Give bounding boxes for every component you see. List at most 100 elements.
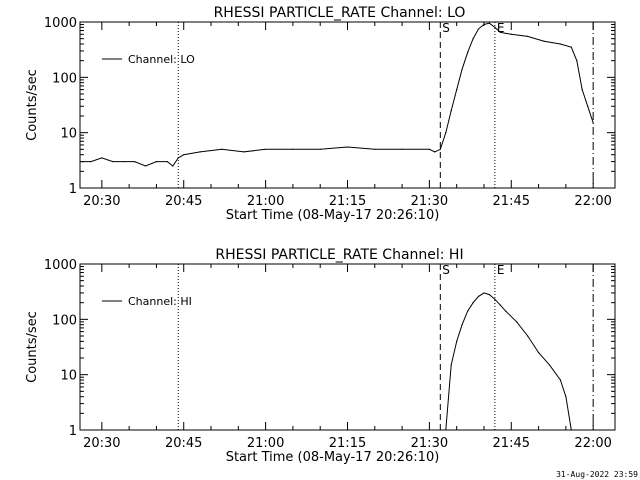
data-point [319, 148, 321, 150]
data-point [559, 43, 562, 45]
data-point [428, 148, 430, 150]
series-line [445, 292, 572, 430]
data-point [592, 122, 594, 124]
data-point [221, 148, 223, 150]
data-point [155, 160, 158, 163]
data-point [445, 429, 447, 430]
x-tick-label: 21:00 [247, 194, 284, 209]
x-tick-label: 21:00 [247, 436, 284, 451]
x-tick-label: 21:45 [493, 194, 530, 209]
data-point [346, 146, 349, 148]
data-point [101, 157, 103, 159]
chart-title: RHESSI PARTICLE_RATE Channel: LO [214, 5, 466, 21]
x-axis-label: Start Time (08-May-17 20:26:10) [226, 450, 440, 465]
footer-timestamp: 31-Aug-2022 23:59 [556, 470, 638, 479]
data-point [587, 105, 589, 107]
x-tick-label: 20:30 [83, 436, 120, 451]
data-point [510, 33, 512, 35]
data-point [467, 51, 469, 54]
data-point [439, 148, 441, 150]
data-point [456, 340, 458, 342]
data-point [265, 148, 267, 150]
data-point [456, 89, 458, 91]
data-point [292, 148, 294, 150]
data-point [488, 22, 491, 24]
y-tick-label: 1000 [44, 258, 77, 273]
data-point [401, 148, 403, 150]
data-point [527, 35, 529, 37]
x-tick-label: 20:45 [165, 436, 202, 451]
data-point [527, 335, 529, 337]
x-tick-label: 20:45 [165, 194, 202, 209]
y-tick-label: 1 [69, 424, 77, 439]
data-point [90, 160, 92, 163]
x-axis-label: Start Time (08-May-17 20:26:10) [226, 208, 440, 223]
data-point [570, 46, 572, 48]
data-point [80, 160, 81, 163]
x-tick-label: 21:15 [329, 436, 366, 451]
data-point [505, 310, 507, 312]
data-point [477, 28, 480, 30]
data-point [243, 151, 245, 153]
data-point [494, 298, 496, 300]
chart-panel-1: RHESSI PARTICLE_RATE Channel: HI 20:30 20:… [25, 247, 616, 465]
chart-panel-0: RHESSI PARTICLE_RATE Channel: LO 20:30 20:… [25, 5, 616, 223]
data-point [499, 31, 501, 33]
data-point [450, 364, 452, 366]
y-axis-label: Counts/sec [25, 69, 40, 141]
y-tick-label: 100 [52, 313, 77, 328]
x-tick-label: 22:00 [574, 194, 611, 209]
x-tick-label: 21:45 [493, 436, 530, 451]
data-point [166, 160, 168, 163]
data-point [477, 295, 480, 297]
x-tick-label: 21:15 [329, 194, 366, 209]
data-point [445, 132, 447, 134]
data-point [472, 38, 474, 40]
data-point [570, 429, 572, 430]
data-point [461, 68, 463, 70]
y-axis-label: Counts/sec [25, 311, 40, 383]
data-point [559, 379, 562, 381]
data-point [499, 304, 501, 306]
x-tick-label: 21:30 [411, 194, 448, 209]
data-point [581, 89, 583, 91]
y-tick-label: 10 [60, 369, 77, 384]
data-point [483, 292, 485, 294]
data-point [112, 160, 114, 163]
x-tick-label: 21:30 [411, 436, 448, 451]
y-tick-label: 100 [52, 71, 77, 86]
data-point [374, 148, 376, 150]
y-tick-label: 1 [69, 182, 77, 197]
data-point [123, 160, 125, 163]
chart-title: RHESSI PARTICLE_RATE Channel: HI [215, 247, 463, 263]
legend-label: Channel: LO [128, 53, 195, 66]
data-point [434, 151, 436, 153]
data-point [450, 110, 452, 112]
data-point [516, 321, 518, 323]
event-marker-label: E [497, 263, 505, 277]
data-point [494, 26, 496, 28]
data-point [537, 352, 540, 354]
y-tick-label: 10 [60, 127, 77, 142]
data-point [133, 160, 136, 163]
x-tick-label: 20:30 [83, 194, 120, 209]
data-point [488, 293, 491, 296]
plot-frame [79, 21, 616, 189]
legend-label: Channel: HI [128, 295, 192, 308]
x-tick-label: 22:00 [574, 436, 611, 451]
series-line [80, 22, 594, 167]
data-point [144, 165, 147, 167]
data-point [548, 364, 551, 366]
data-point [177, 157, 179, 159]
data-point [543, 40, 545, 42]
data-point [565, 396, 567, 398]
data-point [461, 324, 463, 326]
data-point [199, 151, 201, 153]
data-point [183, 154, 185, 156]
data-point [467, 310, 469, 312]
data-point [472, 302, 474, 304]
data-point [172, 165, 174, 167]
y-tick-label: 1000 [44, 16, 77, 31]
data-point [576, 60, 578, 62]
